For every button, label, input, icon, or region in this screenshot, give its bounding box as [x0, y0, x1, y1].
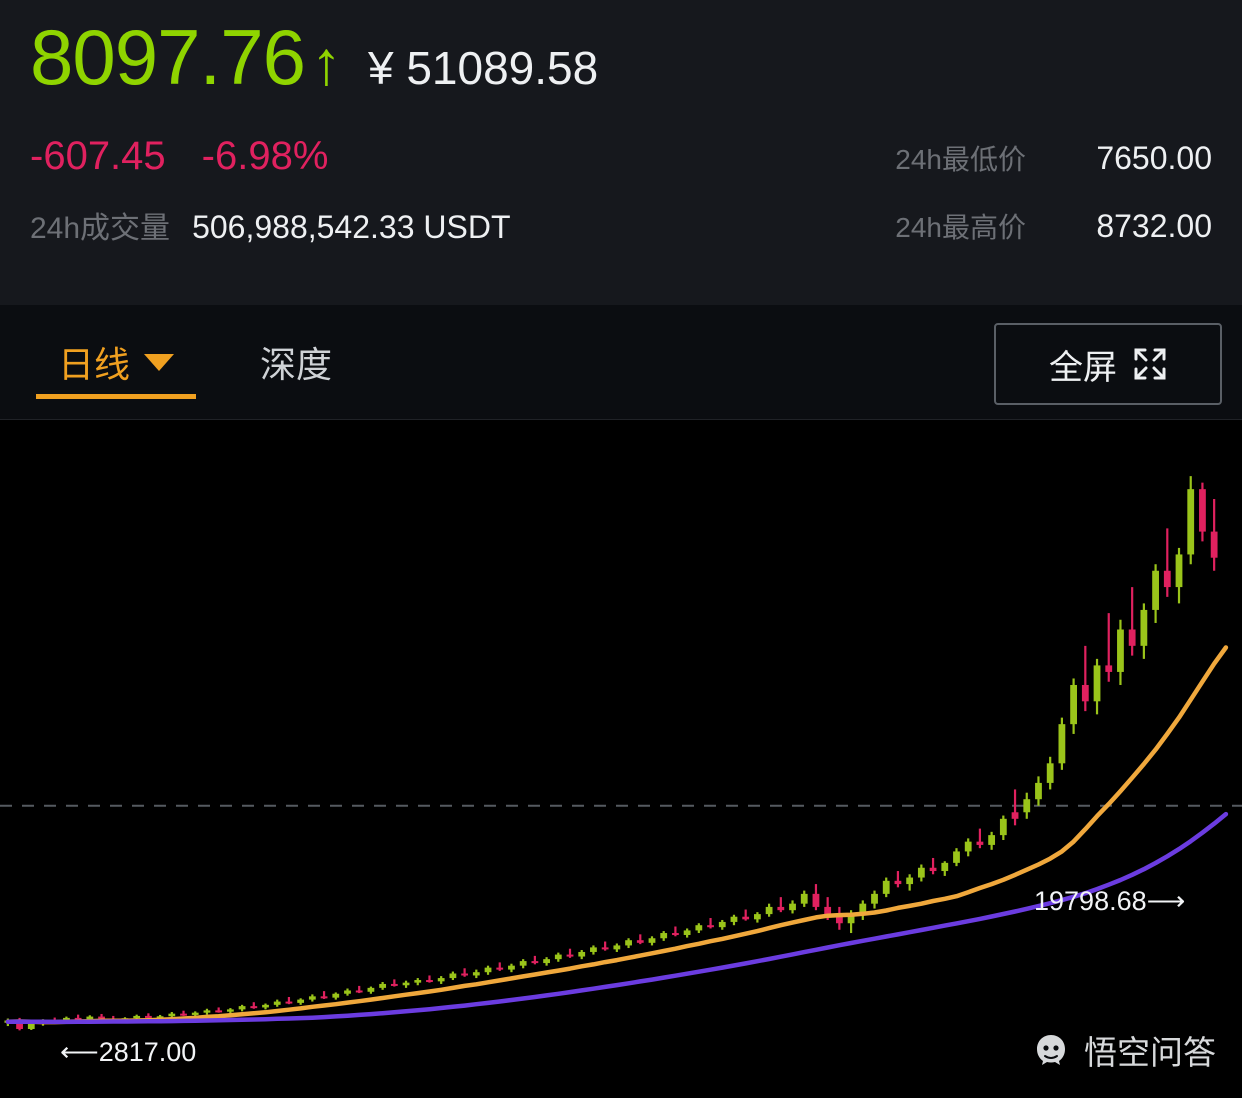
- low-24h: 24h最低价 7650.00: [812, 138, 1212, 178]
- stats-row: -607.45 -6.98% 24h成交量 506,988,542.33 USD…: [30, 134, 1212, 247]
- volume-label: 24h成交量: [30, 212, 171, 245]
- arrow-right-icon: ⟶: [1146, 886, 1186, 916]
- tab-depth[interactable]: 深度: [232, 305, 360, 419]
- fullscreen-icon: [1133, 347, 1167, 381]
- volume-value: 506,988,542.33 USDT: [192, 209, 511, 245]
- arrow-up-icon: ↑: [310, 29, 342, 98]
- candlestick-svg: [0, 476, 1242, 1031]
- fullscreen-button[interactable]: 全屏: [994, 323, 1222, 405]
- change-line: -607.45 -6.98%: [30, 134, 670, 179]
- low-annotation-text: 2817.00: [98, 1037, 197, 1067]
- watermark: 悟空问答: [1030, 1026, 1216, 1074]
- change-percent: -6.98%: [201, 134, 329, 178]
- watermark-text: 悟空问答: [1084, 1034, 1216, 1071]
- high-24h: 24h最高价 8732.00: [812, 206, 1212, 246]
- arrow-left-icon: ⟵: [60, 1037, 99, 1067]
- change-absolute: -607.45: [30, 134, 166, 178]
- tab-kline[interactable]: 日线: [30, 305, 202, 419]
- volume-line: 24h成交量 506,988,542.33 USDT: [30, 203, 670, 247]
- quote-panel: 8097.76 ↑ ¥ 51089.58 -607.45 -6.98% 24h成…: [0, 0, 1242, 305]
- high-24h-value: 8732.00: [1096, 208, 1212, 244]
- high-annotation: 19798.68⟶: [1034, 886, 1185, 917]
- last-price: 8097.76: [30, 13, 306, 101]
- fullscreen-label: 全屏: [1049, 348, 1117, 387]
- stats-left: -607.45 -6.98% 24h成交量 506,988,542.33 USD…: [30, 134, 670, 247]
- fiat-price: ¥ 51089.58: [368, 45, 598, 91]
- tab-depth-label: 深度: [260, 344, 333, 385]
- high-annotation-text: 19798.68: [1034, 886, 1147, 916]
- wukong-logo-icon: [1030, 1029, 1072, 1071]
- chevron-down-icon[interactable]: [144, 353, 175, 371]
- low-24h-value: 7650.00: [1096, 140, 1212, 176]
- low-24h-label: 24h最低价: [895, 144, 1026, 175]
- chart-tab-bar: 日线 深度 全屏: [0, 305, 1242, 420]
- tab-kline-label: 日线: [58, 344, 131, 385]
- tab-active-underline: [36, 394, 197, 399]
- low-annotation: ⟵2817.00: [60, 1037, 196, 1068]
- fiat-symbol: ¥: [367, 42, 394, 94]
- fiat-price-value: 51089.58: [406, 42, 599, 94]
- kline-chart[interactable]: 19798.68⟶ ⟵2817.00 悟空问答: [0, 420, 1242, 1098]
- high-24h-label: 24h最高价: [895, 212, 1026, 243]
- price-row: 8097.76 ↑ ¥ 51089.58: [30, 18, 1212, 128]
- stats-right: 24h最低价 7650.00 24h最高价 8732.00: [812, 138, 1212, 246]
